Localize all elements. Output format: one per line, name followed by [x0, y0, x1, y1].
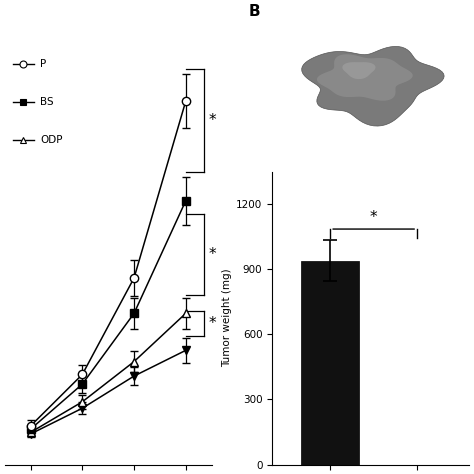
Text: ODP: ODP [40, 135, 63, 146]
Text: *: * [209, 113, 216, 128]
Text: B: B [248, 4, 260, 18]
Polygon shape [301, 46, 444, 126]
Bar [301, 261, 359, 465]
Polygon shape [317, 54, 413, 100]
Y-axis label: Tumor weight (mg): Tumor weight (mg) [222, 269, 232, 367]
Text: *: * [209, 246, 216, 262]
Text: BS: BS [40, 97, 54, 107]
Text: *: * [209, 316, 216, 331]
Text: P: P [40, 59, 46, 69]
Text: *: * [369, 210, 377, 225]
Polygon shape [342, 62, 375, 79]
